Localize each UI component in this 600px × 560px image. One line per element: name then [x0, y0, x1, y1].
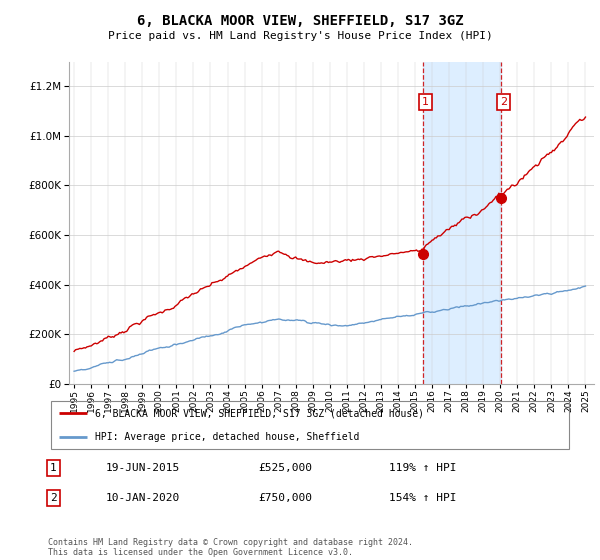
Text: 19-JUN-2015: 19-JUN-2015 [106, 463, 180, 473]
Text: HPI: Average price, detached house, Sheffield: HPI: Average price, detached house, Shef… [95, 432, 359, 442]
Text: 6, BLACKA MOOR VIEW, SHEFFIELD, S17 3GZ (detached house): 6, BLACKA MOOR VIEW, SHEFFIELD, S17 3GZ … [95, 408, 424, 418]
Text: Contains HM Land Registry data © Crown copyright and database right 2024.
This d: Contains HM Land Registry data © Crown c… [48, 538, 413, 557]
Text: 2: 2 [50, 493, 56, 503]
Bar [423, 62, 501, 384]
Text: £525,000: £525,000 [258, 463, 312, 473]
Text: 1: 1 [422, 97, 429, 107]
Text: 10-JAN-2020: 10-JAN-2020 [106, 493, 180, 503]
Text: 1: 1 [50, 463, 56, 473]
Text: 119% ↑ HPI: 119% ↑ HPI [389, 463, 457, 473]
Text: £750,000: £750,000 [258, 493, 312, 503]
Text: 154% ↑ HPI: 154% ↑ HPI [389, 493, 457, 503]
Text: 6, BLACKA MOOR VIEW, SHEFFIELD, S17 3GZ: 6, BLACKA MOOR VIEW, SHEFFIELD, S17 3GZ [137, 14, 463, 28]
Text: Price paid vs. HM Land Registry's House Price Index (HPI): Price paid vs. HM Land Registry's House … [107, 31, 493, 41]
Text: 2: 2 [500, 97, 507, 107]
